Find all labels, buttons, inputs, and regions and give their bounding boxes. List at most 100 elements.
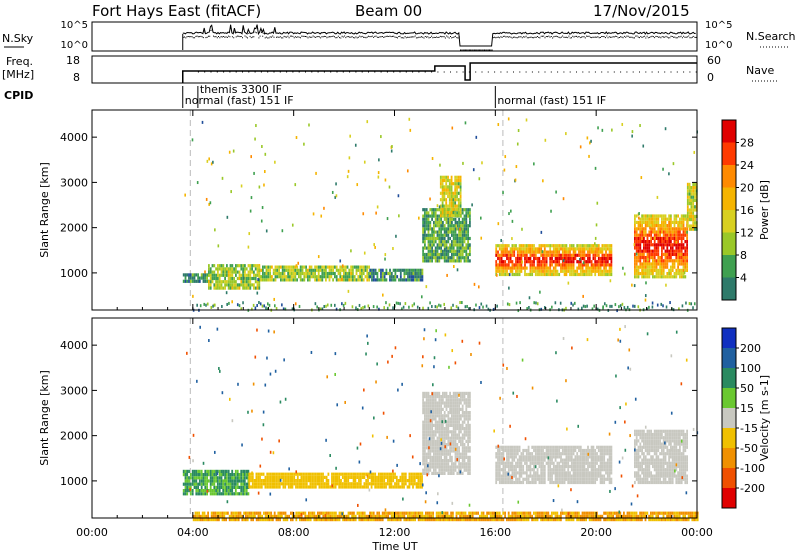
heatmap-cell [450, 191, 453, 195]
heatmap-cell [643, 265, 645, 269]
heatmap-cell [621, 122, 624, 126]
heatmap-cell [322, 475, 324, 479]
heatmap-cell [211, 276, 214, 281]
heatmap-cell [497, 455, 499, 459]
heatmap-cell [442, 395, 444, 399]
heatmap-cell [650, 461, 652, 465]
y-tick-label: 1000 [60, 267, 88, 280]
heatmap-cell [271, 275, 273, 279]
heatmap-cell [236, 283, 239, 287]
heatmap-cell [314, 485, 317, 489]
heatmap-cell [567, 247, 570, 251]
heatmap-cell [447, 443, 450, 447]
heatmap-cell [671, 275, 674, 279]
heatmap-cell [467, 227, 469, 231]
heatmap-cell [556, 471, 559, 475]
heatmap-cell [599, 480, 602, 485]
heatmap-cell [368, 265, 370, 269]
heatmap-cell [525, 458, 528, 462]
heatmap-cell [247, 283, 250, 287]
heatmap-cell [376, 305, 378, 309]
heatmap-cell [682, 214, 685, 218]
heatmap-cell [677, 246, 679, 250]
heatmap-cell [408, 268, 411, 272]
heatmap-cell [637, 265, 640, 269]
heatmap-cell [275, 485, 278, 489]
heatmap-cell [504, 253, 507, 257]
heatmap-cell [516, 471, 519, 475]
heatmap-cell [224, 473, 226, 477]
heatmap-cell [587, 448, 589, 453]
heatmap-cell [585, 244, 588, 248]
heatmap-cell [449, 436, 451, 440]
heatmap-cell [543, 253, 546, 257]
heatmap-cell [439, 163, 441, 167]
heatmap-cell [567, 458, 570, 462]
heatmap-cell [569, 458, 571, 462]
heatmap-cell [321, 275, 324, 279]
heatmap-cell [248, 475, 251, 479]
heatmap-cell [461, 414, 464, 418]
heatmap-cell [427, 259, 430, 263]
heatmap-cell [515, 272, 517, 277]
heatmap-cell [404, 475, 407, 479]
heatmap-cell [441, 178, 444, 183]
heatmap-cell [641, 249, 643, 253]
heatmap-cell [280, 271, 282, 276]
heatmap-cell [655, 468, 658, 472]
heatmap-cell [670, 252, 672, 256]
heatmap-cell [226, 267, 228, 271]
heatmap-cell [276, 268, 279, 272]
heatmap-cell [334, 482, 337, 486]
heatmap-cell [522, 266, 525, 270]
heatmap-cell [643, 230, 645, 234]
heatmap-cell [648, 429, 651, 433]
heatmap-cell [271, 278, 273, 282]
heatmap-cell [578, 260, 580, 264]
heatmap-cell [445, 188, 448, 192]
heatmap-cell [200, 473, 203, 477]
heatmap-cell [344, 268, 347, 272]
heatmap-cell [206, 273, 208, 277]
heatmap-cell [686, 224, 689, 228]
heatmap-cell [524, 272, 526, 277]
heatmap-cell [536, 461, 539, 465]
heatmap-cell [292, 265, 295, 269]
heatmap-cell [675, 230, 678, 234]
heatmap-cell [692, 198, 695, 202]
heatmap-cell [513, 244, 516, 248]
heatmap-cell [206, 469, 208, 473]
heatmap-cell [191, 479, 194, 483]
heatmap-cell [570, 253, 573, 257]
heatmap-cell [458, 227, 460, 231]
heatmap-cell [443, 214, 446, 218]
heatmap-cell [277, 472, 279, 476]
heatmap-cell [388, 472, 391, 476]
heatmap-cell [356, 183, 359, 187]
heatmap-cell [312, 212, 315, 216]
heatmap-cell [235, 283, 237, 287]
heatmap-cell [670, 240, 672, 244]
heatmap-cell [438, 391, 441, 395]
heatmap-cell [525, 464, 528, 469]
heatmap-cell [670, 256, 672, 260]
heatmap-cell [368, 271, 370, 276]
heatmap-cell [467, 423, 469, 427]
heatmap-cell [538, 480, 541, 485]
heatmap-cell [542, 480, 544, 485]
heatmap-cell [551, 445, 553, 449]
heatmap-cell [341, 485, 344, 489]
heatmap-cell [424, 446, 426, 450]
heatmap-cell [424, 449, 426, 453]
heatmap-cell [688, 202, 691, 206]
heatmap-cell [581, 250, 584, 254]
heatmap-cell [323, 265, 325, 269]
heatmap-cell [563, 461, 566, 465]
heatmap-cell [592, 263, 595, 267]
heatmap-cell [572, 452, 575, 456]
heatmap-cell [459, 227, 461, 231]
heatmap-cell [443, 256, 446, 260]
heatmap-cell [653, 275, 656, 279]
heatmap-cell [652, 236, 654, 240]
heatmap-cell [664, 214, 667, 218]
